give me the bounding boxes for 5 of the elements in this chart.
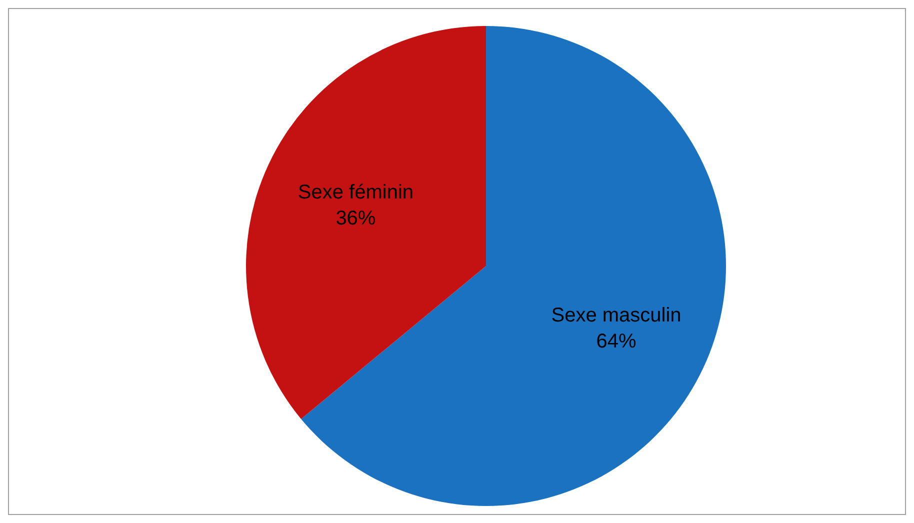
data-label: 36% bbox=[336, 208, 376, 230]
data-label: 64% bbox=[596, 330, 637, 352]
slice-label: Sexe masculin bbox=[551, 304, 682, 326]
pie-slice bbox=[246, 26, 486, 419]
slice-label: Sexe féminin bbox=[298, 182, 414, 204]
